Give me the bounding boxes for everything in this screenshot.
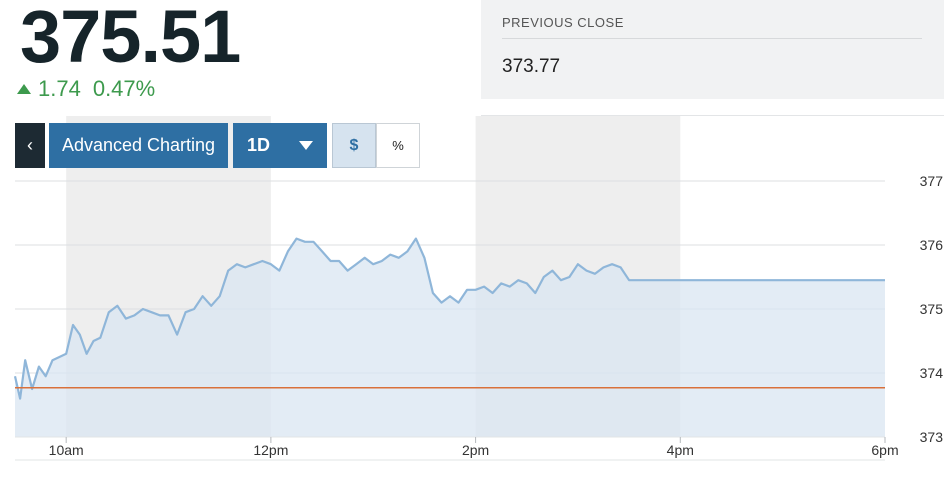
up-arrow-icon bbox=[17, 84, 31, 94]
y-tick-label: 374 bbox=[920, 365, 944, 381]
advanced-charting-button[interactable]: Advanced Charting bbox=[49, 123, 228, 168]
change-percent: 0.47% bbox=[92, 76, 156, 101]
last-price: 375.51 bbox=[20, 0, 241, 78]
time-range-label: 1D bbox=[247, 135, 271, 155]
divider bbox=[481, 115, 944, 116]
previous-close-label: PREVIOUS CLOSE bbox=[502, 15, 624, 30]
x-tick-label: 12pm bbox=[253, 442, 288, 458]
percent-toggle[interactable]: % bbox=[376, 123, 420, 168]
x-tick-label: 10am bbox=[49, 442, 84, 458]
y-tick-label: 376 bbox=[920, 237, 944, 253]
x-tick-label: 6pm bbox=[871, 442, 898, 458]
x-tick-label: 4pm bbox=[667, 442, 694, 458]
x-tick-label: 2pm bbox=[462, 442, 489, 458]
previous-close-value: 373.77 bbox=[502, 56, 561, 77]
chevron-left-icon: ‹ bbox=[27, 135, 33, 155]
dollar-toggle[interactable]: $ bbox=[332, 123, 376, 168]
price-line bbox=[13, 237, 885, 400]
divider bbox=[502, 38, 922, 39]
back-button[interactable]: ‹ bbox=[15, 123, 45, 168]
y-tick-label: 377 bbox=[920, 173, 944, 189]
time-range-dropdown[interactable]: 1D bbox=[233, 123, 327, 168]
change-value: 1.74 bbox=[38, 76, 81, 101]
price-change: 1.74 0.47% bbox=[17, 76, 155, 102]
previous-close-panel: PREVIOUS CLOSE 373.77 bbox=[481, 0, 944, 99]
y-tick-label: 375 bbox=[920, 301, 944, 317]
y-tick-label: 373 bbox=[920, 429, 944, 445]
caret-down-icon bbox=[299, 141, 313, 150]
